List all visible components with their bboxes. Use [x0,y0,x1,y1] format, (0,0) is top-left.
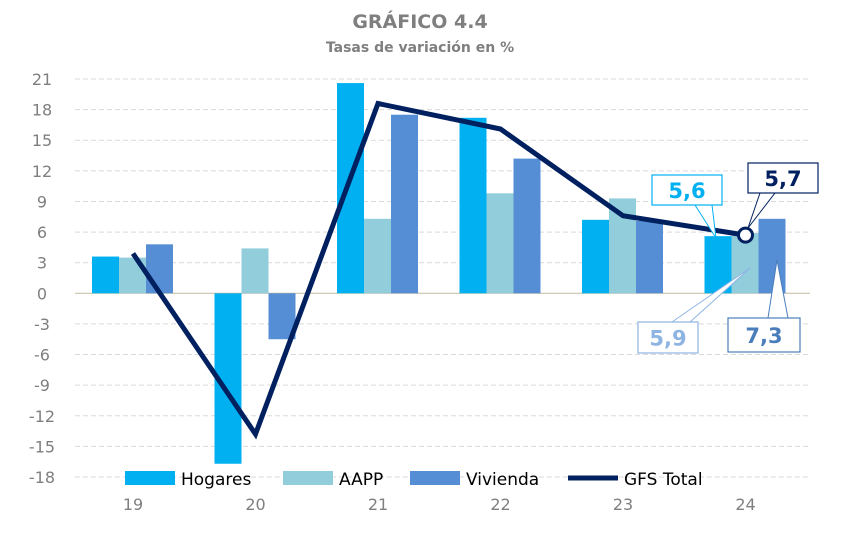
y-tick-label: 21 [32,70,52,89]
bar-vivienda [636,220,663,294]
y-tick-label: -18 [29,468,55,487]
legend-swatch [125,471,175,485]
callout-box [747,162,819,194]
bar-aapp [486,193,514,294]
y-tick-label: 0 [37,284,47,303]
legend-label: GFS Total [624,470,703,490]
bar-aapp [364,218,391,294]
x-tick-label: 23 [613,495,633,514]
x-tick-label: 19 [123,495,143,514]
y-tick-label: -15 [29,437,55,456]
x-tick-label: 21 [368,495,388,514]
y-tick-label: -3 [34,315,50,334]
bar-hogares [582,219,609,294]
callout-box [727,317,801,353]
x-tick-label: 22 [490,495,510,514]
y-tick-label: 6 [37,223,47,242]
callout-label: 7,3 [745,324,782,348]
x-tick-label: 20 [245,495,265,514]
callout-box [637,321,699,354]
y-tick-label: -6 [34,346,50,365]
legend-swatch [283,471,333,485]
callout-label: 5,7 [764,167,801,191]
y-tick-label: -12 [29,407,55,426]
chart-subtitle: Tasas de variación en % [326,40,514,56]
chart-title: GRÁFICO 4.4 [352,10,487,33]
y-tick-label: 18 [32,101,52,120]
legend-label: AAPP [339,470,383,490]
line-gfs-total [130,100,746,440]
legend-label: Vivienda [466,470,539,490]
bar-hogares [337,83,364,294]
bar-vivienda [513,158,541,294]
legend-swatch [410,471,460,485]
y-tick-label: -9 [34,376,50,395]
y-tick-label: 3 [37,254,47,273]
bar-vivienda [391,114,418,294]
callout-label: 5,6 [668,179,705,203]
bar-hogares [92,256,119,294]
bar-hogares [459,117,487,294]
bar-vivienda [146,244,173,294]
callout-label: 5,9 [649,327,686,351]
y-tick-label: 15 [32,131,52,150]
callout-box [651,174,723,206]
y-tick-label: 12 [32,162,52,181]
legend-label: Hogares [181,470,251,490]
y-tick-label: 9 [37,192,47,211]
callout-pointer [694,204,717,239]
point-gfs-total-24 [737,226,754,244]
x-tick-label: 24 [735,495,755,514]
bar-aapp [241,248,269,294]
